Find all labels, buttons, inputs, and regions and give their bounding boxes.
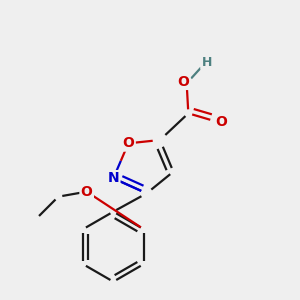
- Text: H: H: [202, 56, 212, 69]
- Text: O: O: [122, 136, 134, 150]
- Text: O: O: [81, 185, 93, 199]
- Text: O: O: [177, 75, 189, 89]
- Text: N: N: [107, 171, 119, 185]
- Text: O: O: [216, 115, 228, 129]
